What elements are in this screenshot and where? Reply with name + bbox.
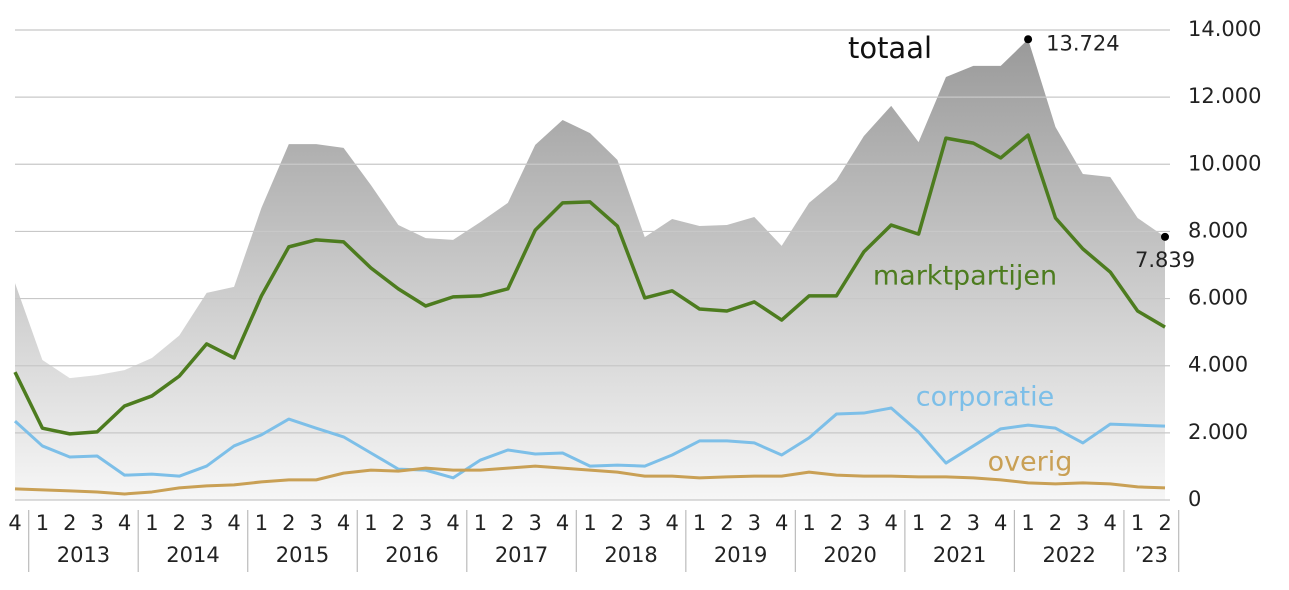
y-tick-label: 14.000 xyxy=(1188,17,1261,41)
y-tick-label: 6.000 xyxy=(1188,286,1248,310)
x-tick-label: 1 xyxy=(255,511,268,535)
x-tick-label: 4 xyxy=(446,511,459,535)
x-tick-label: 2 xyxy=(63,511,76,535)
x-tick-label: 2 xyxy=(720,511,733,535)
area xyxy=(15,39,1165,500)
year-label: 2014 xyxy=(166,543,219,567)
x-tick-label: 2 xyxy=(939,511,952,535)
x-tick-label: 3 xyxy=(857,511,870,535)
x-tick-label: 4 xyxy=(885,511,898,535)
x-tick-label: 1 xyxy=(583,511,596,535)
x-tick-label: 2 xyxy=(282,511,295,535)
line xyxy=(13,406,1166,480)
x-tick-label: 4 xyxy=(1104,511,1117,535)
x-tick-label: 1 xyxy=(474,511,487,535)
year-label: 2017 xyxy=(495,543,548,567)
series-label: corporatie xyxy=(916,382,1054,413)
year-label: 2016 xyxy=(385,543,438,567)
x-tick-label: 2 xyxy=(173,511,186,535)
x-tick-label: 3 xyxy=(90,511,103,535)
year-label: 2022 xyxy=(1042,543,1095,567)
series-label: totaal xyxy=(848,31,932,65)
x-tick-label: 1 xyxy=(1131,511,1144,535)
point-marker xyxy=(1024,35,1033,44)
x-tick-label: 3 xyxy=(419,511,432,535)
x-tick-label: 3 xyxy=(310,511,323,535)
x-tick-label: 4 xyxy=(775,511,788,535)
x-tick-label: 3 xyxy=(967,511,980,535)
x-tick-label: 1 xyxy=(145,511,158,535)
x-tick-label: 2 xyxy=(830,511,843,535)
x-tick-label: 2 xyxy=(1049,511,1062,535)
point-marker xyxy=(1161,232,1169,241)
y-tick-label: 2.000 xyxy=(1188,420,1248,444)
x-tick-label: 3 xyxy=(529,511,542,535)
series-label: overig xyxy=(988,447,1073,478)
line xyxy=(13,133,1166,436)
x-tick-label: 1 xyxy=(693,511,706,535)
year-label: 2020 xyxy=(823,543,876,567)
y-tick-label: 12.000 xyxy=(1188,84,1261,108)
x-tick-label: 4 xyxy=(118,511,131,535)
x-tick-label: 1 xyxy=(912,511,925,535)
x-tick-label: 2 xyxy=(392,511,405,535)
y-tick-label: 4.000 xyxy=(1188,353,1248,377)
year-label: 2021 xyxy=(933,543,986,567)
y-tick-label: 10.000 xyxy=(1188,151,1261,175)
x-tick-label: 3 xyxy=(748,511,761,535)
x-tick-label: 3 xyxy=(1076,511,1089,535)
x-tick-label: 2 xyxy=(501,511,514,535)
x-tick-label: 4 xyxy=(665,511,678,535)
year-label: ’23 xyxy=(1135,543,1168,567)
x-tick-label: 4 xyxy=(556,511,569,535)
year-label: 2018 xyxy=(604,543,657,567)
x-tick-label: 2 xyxy=(1158,511,1171,535)
year-label: 2013 xyxy=(57,543,110,567)
x-tick-label: 2 xyxy=(611,511,624,535)
data-label: 13.724 xyxy=(1046,31,1119,55)
x-tick-label: 4 xyxy=(994,511,1007,535)
x-tick-label: 1 xyxy=(802,511,815,535)
data-label: 7.839 xyxy=(1135,248,1195,272)
x-tick-label: 4 xyxy=(8,511,21,535)
x-tick-label: 1 xyxy=(36,511,49,535)
series-label: marktpartijen xyxy=(873,261,1057,292)
x-tick-label: 3 xyxy=(200,511,213,535)
year-label: 2019 xyxy=(714,543,767,567)
y-tick-label: 0 xyxy=(1188,487,1201,511)
y-tick-label: 8.000 xyxy=(1188,218,1248,242)
x-tick-label: 1 xyxy=(364,511,377,535)
x-tick-label: 4 xyxy=(337,511,350,535)
x-tick-label: 3 xyxy=(638,511,651,535)
line xyxy=(14,464,1166,496)
year-label: 2015 xyxy=(276,543,329,567)
x-tick-label: 1 xyxy=(1021,511,1034,535)
x-tick-label: 4 xyxy=(227,511,240,535)
